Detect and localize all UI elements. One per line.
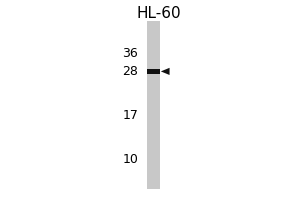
Text: 17: 17: [122, 109, 138, 122]
Text: 10: 10: [122, 153, 138, 166]
Text: 28: 28: [122, 65, 138, 78]
Bar: [147, 21, 160, 189]
Polygon shape: [161, 68, 170, 75]
Text: 36: 36: [122, 47, 138, 60]
Bar: [147, 69, 160, 74]
Text: HL-60: HL-60: [136, 6, 181, 21]
